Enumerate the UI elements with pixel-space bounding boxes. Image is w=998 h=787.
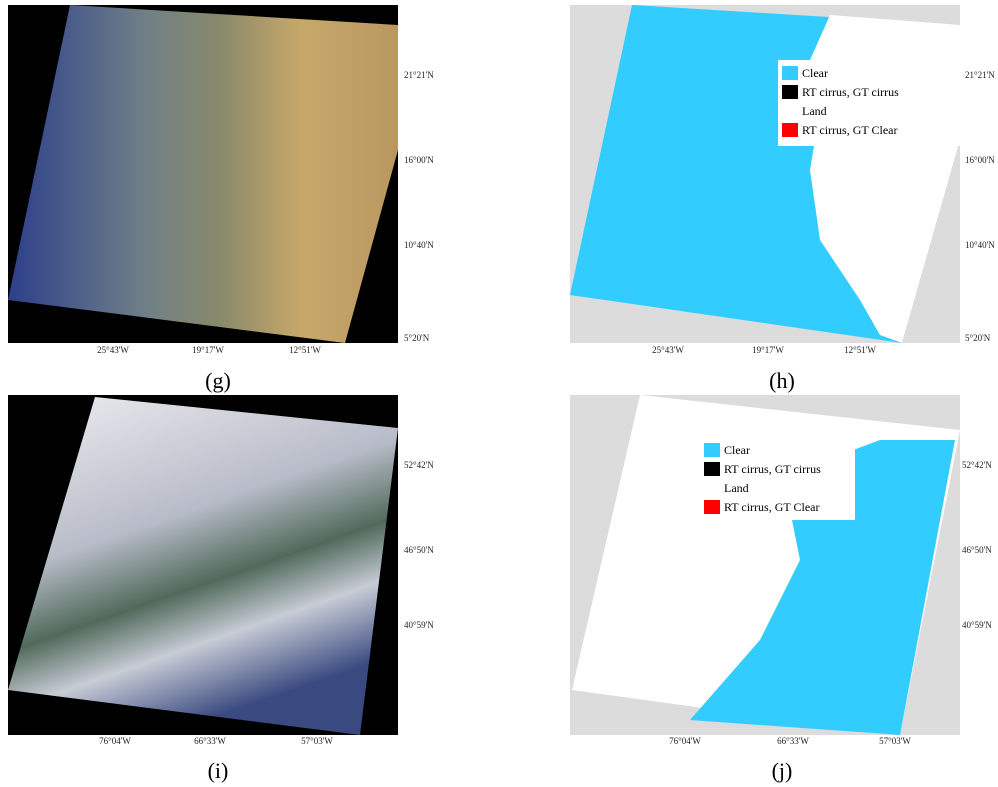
panel-caption: (h)	[769, 368, 795, 393]
lat-label: 16°00'N	[404, 155, 434, 165]
lon-label: 57°03'W	[879, 736, 911, 746]
legend-label: Clear	[724, 443, 750, 457]
lat-label: 46°50'N	[404, 545, 434, 555]
legend-swatch	[782, 123, 798, 137]
lon-label: 76°04'W	[99, 736, 131, 746]
figure: Clear RT cirrus, GT cirrus Land RT cirru…	[0, 0, 998, 787]
page: Clear RT cirrus, GT cirrus Land RT cirru…	[0, 0, 998, 787]
legend-swatch	[704, 462, 720, 476]
legend-swatch	[704, 443, 720, 457]
legend-label: RT cirrus, GT cirrus	[724, 462, 821, 476]
lat-label: 52°42'N	[962, 460, 992, 470]
panel-i	[8, 395, 398, 735]
lon-label: 12°51'W	[289, 345, 321, 355]
legend-swatch	[704, 481, 720, 495]
legend-label: Land	[802, 104, 827, 118]
lon-label: 25°43'W	[652, 345, 684, 355]
lon-label: 19°17'W	[752, 345, 784, 355]
panel-caption: (j)	[772, 758, 793, 783]
lat-label: 10°40'N	[965, 240, 995, 250]
lon-label: 76°04'W	[669, 736, 701, 746]
legend-label: RT cirrus, GT Clear	[724, 500, 819, 514]
lat-label: 21°21'N	[965, 70, 995, 80]
panel-caption: (i)	[208, 758, 229, 783]
panel-g	[8, 5, 398, 343]
legend-swatch	[782, 85, 798, 99]
legend-label: RT cirrus, GT cirrus	[802, 85, 899, 99]
panel-h: Clear RT cirrus, GT cirrus Land RT cirru…	[570, 5, 960, 343]
lat-label: 40°59'N	[404, 620, 434, 630]
legend-label: Clear	[802, 66, 828, 80]
lat-label: 16°00'N	[965, 155, 995, 165]
lat-label: 10°40'N	[404, 240, 434, 250]
legend-swatch	[704, 500, 720, 514]
lat-label: 5°20'N	[965, 333, 991, 343]
lat-label: 21°21'N	[404, 70, 434, 80]
lat-label: 46°50'N	[962, 545, 992, 555]
panel-caption: (g)	[205, 368, 231, 393]
lon-label: 12°51'W	[844, 345, 876, 355]
lon-label: 57°03'W	[301, 736, 333, 746]
legend-label: RT cirrus, GT Clear	[802, 123, 897, 137]
panel-j: Clear RT cirrus, GT cirrus Land RT cirru…	[570, 395, 960, 735]
legend-swatch	[782, 104, 798, 118]
lon-label: 66°33'W	[194, 736, 226, 746]
lon-label: 66°33'W	[777, 736, 809, 746]
legend-swatch	[782, 66, 798, 80]
lat-label: 52°42'N	[404, 460, 434, 470]
lat-label: 5°20'N	[404, 333, 430, 343]
legend-label: Land	[724, 481, 749, 495]
lon-label: 19°17'W	[192, 345, 224, 355]
lat-label: 40°59'N	[962, 620, 992, 630]
lon-label: 25°43'W	[97, 345, 129, 355]
satellite-image	[8, 5, 398, 343]
